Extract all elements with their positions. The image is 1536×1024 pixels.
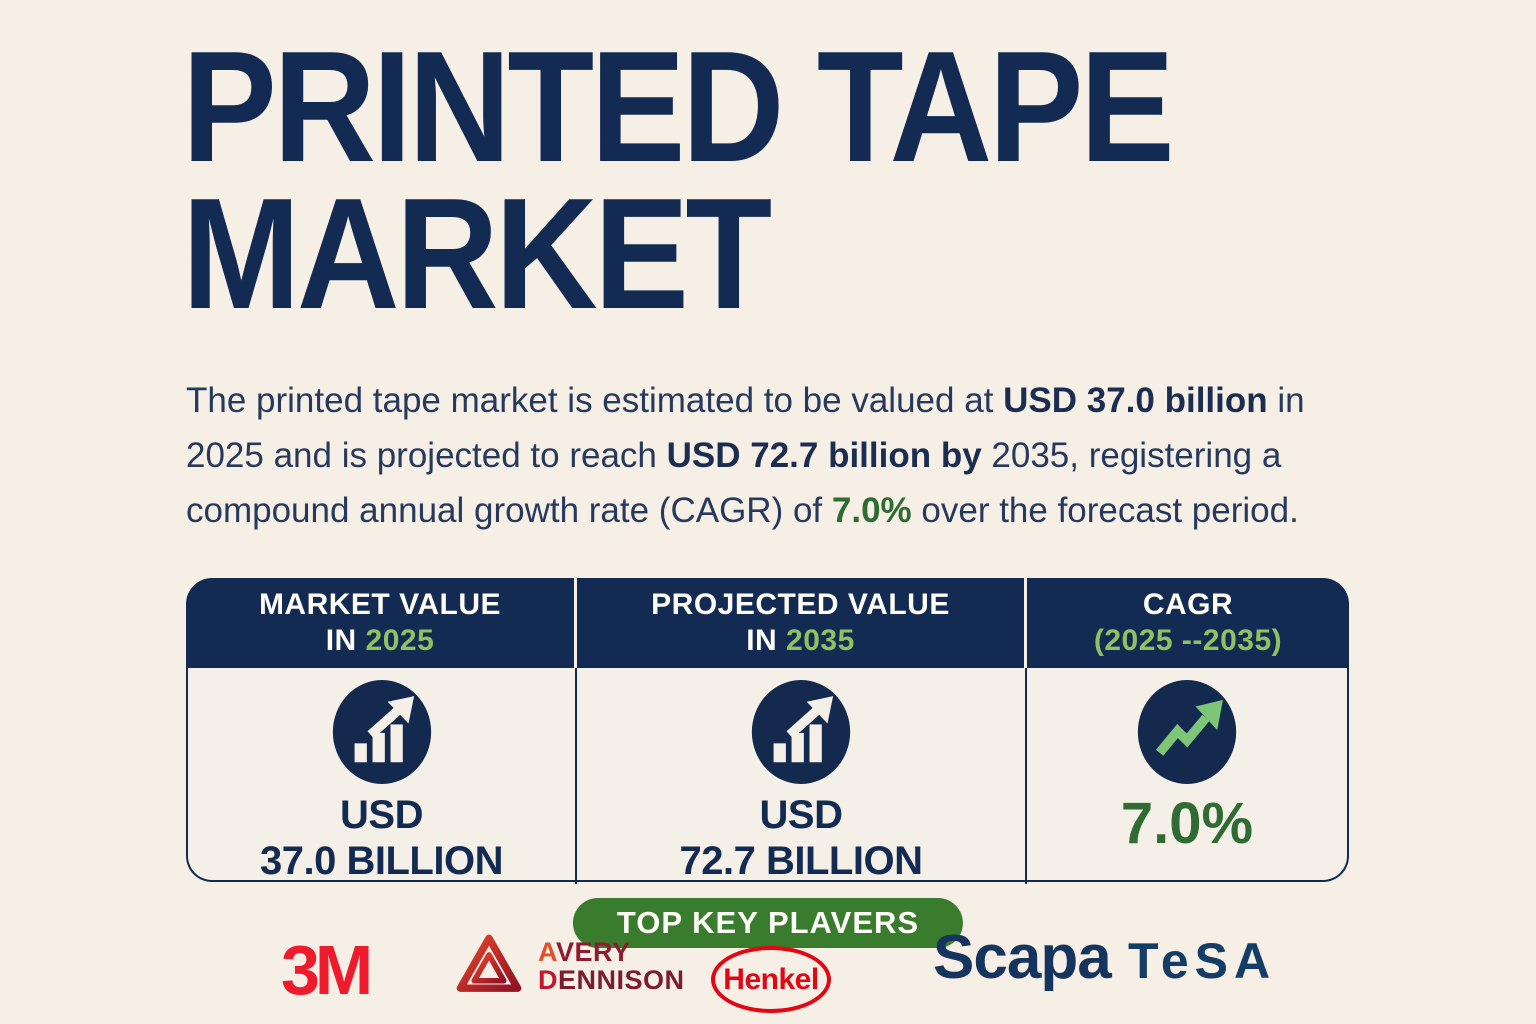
- summary-table-body: USD 37.0 BILLION USD 72.7 BILLION: [186, 668, 1349, 884]
- cell-cagr: 7.0%: [1027, 668, 1347, 884]
- bar-chart-growth-icon: [751, 680, 851, 784]
- projected-value-2035: USD 72.7 BILLION: [680, 792, 923, 884]
- header-title: MARKET VALUE: [258, 588, 502, 621]
- avery-rest: VERY: [556, 937, 631, 967]
- market-value-2025: USD 37.0 BILLION: [260, 792, 503, 884]
- usd-label: USD: [759, 793, 843, 837]
- header-market-value-2025: MARKET VALUE IN 2025: [186, 578, 577, 668]
- header-title: PROJECTED VALUE: [651, 588, 950, 621]
- market-description: The printed tape market is estimated to …: [186, 373, 1366, 538]
- top-key-players-badge: TOP KEY PLAVERS: [572, 898, 964, 948]
- usd-label: USD: [340, 793, 423, 837]
- description-text: 2035, registering a compound annual grow…: [186, 436, 1282, 530]
- logo-avery-dennison: AVERY DENNISON: [452, 930, 685, 1002]
- cell-market-value-2025: USD 37.0 BILLION: [188, 668, 577, 884]
- header-subtitle: IN 2025: [326, 623, 435, 659]
- summary-table: MARKET VALUE IN 2025 PROJECTED VALUE IN …: [186, 578, 1349, 884]
- description-text: The printed tape market is estimated to …: [186, 381, 1004, 420]
- value-2035-highlight: USD 72.7 billion by: [666, 436, 982, 475]
- billion-value: 72.7 BILLION: [679, 839, 923, 883]
- header-subtitle: IN 2035: [746, 623, 855, 659]
- header-projected-value-2035: PROJECTED VALUE IN 2035: [577, 578, 1027, 668]
- summary-table-header: MARKET VALUE IN 2025 PROJECTED VALUE IN …: [186, 578, 1349, 668]
- logo-3m: 3M: [281, 931, 373, 1009]
- logo-tesa: TeSA: [1128, 933, 1277, 989]
- cell-projected-value-2035: USD 72.7 BILLION: [577, 668, 1027, 884]
- description-text: in 2025 and is projected to reach: [186, 381, 1305, 475]
- header-prefix: IN: [746, 624, 787, 657]
- cagr-highlight: 7.0%: [831, 491, 912, 530]
- header-year-range: (2025 --2035): [1093, 624, 1283, 657]
- avery-initial: A: [538, 937, 556, 967]
- logo-scapa: Scapa: [933, 923, 1112, 992]
- header-year: 2035: [786, 624, 855, 657]
- page-title-line2: MARKET: [182, 166, 772, 342]
- dennison-initial: D: [538, 965, 558, 995]
- value-2025-highlight: USD 37.0 billion: [1003, 381, 1268, 420]
- dennison-rest: ENNISON: [558, 965, 685, 995]
- header-subtitle: (2025 --2035): [1094, 623, 1282, 659]
- avery-dennison-wordmark: AVERY DENNISON: [538, 938, 685, 994]
- header-year: 2025: [365, 624, 435, 657]
- description-text: over the forecast period.: [911, 491, 1299, 530]
- avery-word: AVERY: [538, 938, 685, 966]
- bar-chart-growth-icon: [332, 680, 431, 784]
- page-title: PRINTED TAPE MARKET: [182, 19, 1175, 342]
- page-title-line1: PRINTED TAPE: [182, 19, 1175, 195]
- trend-up-arrow-icon: [1137, 680, 1237, 784]
- cagr-value: 7.0%: [1120, 791, 1254, 856]
- billion-value: 37.0 BILLION: [260, 839, 503, 883]
- header-title: CAGR: [1142, 588, 1234, 621]
- logo-henkel: Henkel: [711, 946, 831, 1013]
- header-prefix: IN: [325, 624, 366, 657]
- header-cagr: CAGR (2025 --2035): [1027, 578, 1349, 668]
- henkel-wordmark: Henkel: [723, 962, 819, 996]
- avery-dennison-triangle-icon: [456, 934, 522, 992]
- dennison-word: DENNISON: [538, 966, 685, 994]
